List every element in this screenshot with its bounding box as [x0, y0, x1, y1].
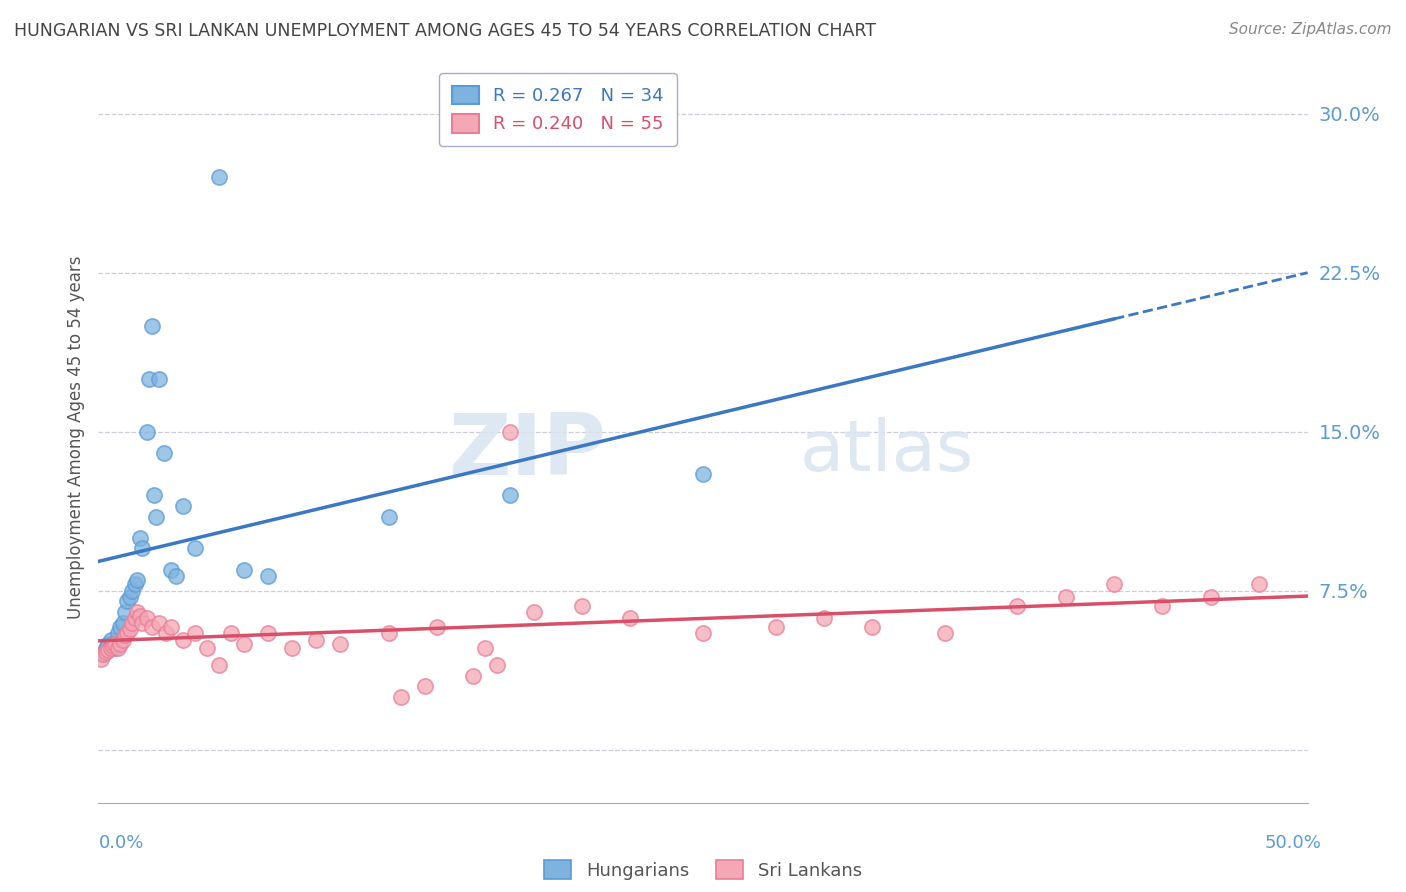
Point [114, 605, 136, 619]
Point [107, 626, 129, 640]
Point [486, 658, 509, 673]
Point [1102, 577, 1125, 591]
Point [111, 615, 134, 630]
Point [155, 626, 177, 640]
Point [1152, 599, 1174, 613]
Point [463, 668, 485, 682]
Point [165, 569, 187, 583]
Point [152, 446, 174, 460]
Point [1007, 599, 1029, 613]
Point [571, 599, 593, 613]
Point [124, 611, 146, 625]
Point [184, 541, 207, 556]
Point [184, 626, 207, 640]
Point [523, 605, 546, 619]
Point [256, 569, 278, 583]
Point [90, 651, 112, 665]
Point [221, 626, 243, 640]
Point [232, 637, 254, 651]
Point [104, 640, 127, 655]
Point [208, 658, 231, 673]
Text: atlas: atlas [800, 417, 974, 486]
Point [135, 611, 157, 625]
Point [498, 488, 520, 502]
Point [1249, 577, 1271, 591]
Point [94, 640, 117, 655]
Point [765, 620, 787, 634]
Text: HUNGARIAN VS SRI LANKAN UNEMPLOYMENT AMONG AGES 45 TO 54 YEARS CORRELATION CHART: HUNGARIAN VS SRI LANKAN UNEMPLOYMENT AMO… [14, 22, 876, 40]
Point [195, 640, 218, 655]
Point [117, 594, 139, 608]
Point [104, 637, 127, 651]
Point [145, 509, 167, 524]
Text: 50.0%: 50.0% [1265, 834, 1322, 852]
Point [498, 425, 520, 439]
Point [426, 620, 449, 634]
Point [377, 509, 399, 524]
Point [127, 605, 149, 619]
Point [131, 541, 153, 556]
Point [692, 467, 714, 482]
Text: ZIP: ZIP [449, 410, 606, 493]
Point [208, 170, 231, 185]
Text: Source: ZipAtlas.com: Source: ZipAtlas.com [1229, 22, 1392, 37]
Point [118, 622, 141, 636]
Point [107, 640, 129, 655]
Point [121, 615, 143, 630]
Point [97, 643, 120, 657]
Point [135, 425, 157, 439]
Point [860, 620, 883, 634]
Point [114, 628, 136, 642]
Point [108, 620, 131, 634]
Point [148, 372, 170, 386]
Point [91, 648, 114, 662]
Point [101, 637, 124, 651]
Point [329, 637, 352, 651]
Point [256, 626, 278, 640]
Point [1054, 590, 1077, 604]
Point [143, 488, 166, 502]
Legend: Hungarians, Sri Lankans: Hungarians, Sri Lankans [536, 852, 870, 888]
Point [128, 609, 150, 624]
Point [108, 637, 131, 651]
Point [141, 318, 163, 333]
Point [128, 531, 150, 545]
Point [813, 611, 835, 625]
Point [118, 590, 141, 604]
Point [172, 632, 194, 647]
Point [97, 637, 120, 651]
Point [305, 632, 328, 647]
Point [377, 626, 399, 640]
Point [160, 620, 183, 634]
Text: 0.0%: 0.0% [98, 834, 143, 852]
Point [127, 573, 149, 587]
Point [117, 626, 139, 640]
Point [619, 611, 641, 625]
Point [172, 499, 194, 513]
Point [934, 626, 956, 640]
Point [1199, 590, 1222, 604]
Point [91, 648, 114, 662]
Point [148, 615, 170, 630]
Point [138, 372, 160, 386]
Point [131, 615, 153, 630]
Point [474, 640, 496, 655]
Point [111, 632, 134, 647]
Point [692, 626, 714, 640]
Point [101, 639, 124, 653]
Point [160, 563, 183, 577]
Point [413, 679, 436, 693]
Point [124, 577, 146, 591]
Y-axis label: Unemployment Among Ages 45 to 54 years: Unemployment Among Ages 45 to 54 years [66, 255, 84, 619]
Point [121, 583, 143, 598]
Point [232, 563, 254, 577]
Point [94, 645, 117, 659]
Point [100, 632, 122, 647]
Point [141, 620, 163, 634]
Point [389, 690, 412, 704]
Point [100, 640, 122, 655]
Point [281, 640, 304, 655]
